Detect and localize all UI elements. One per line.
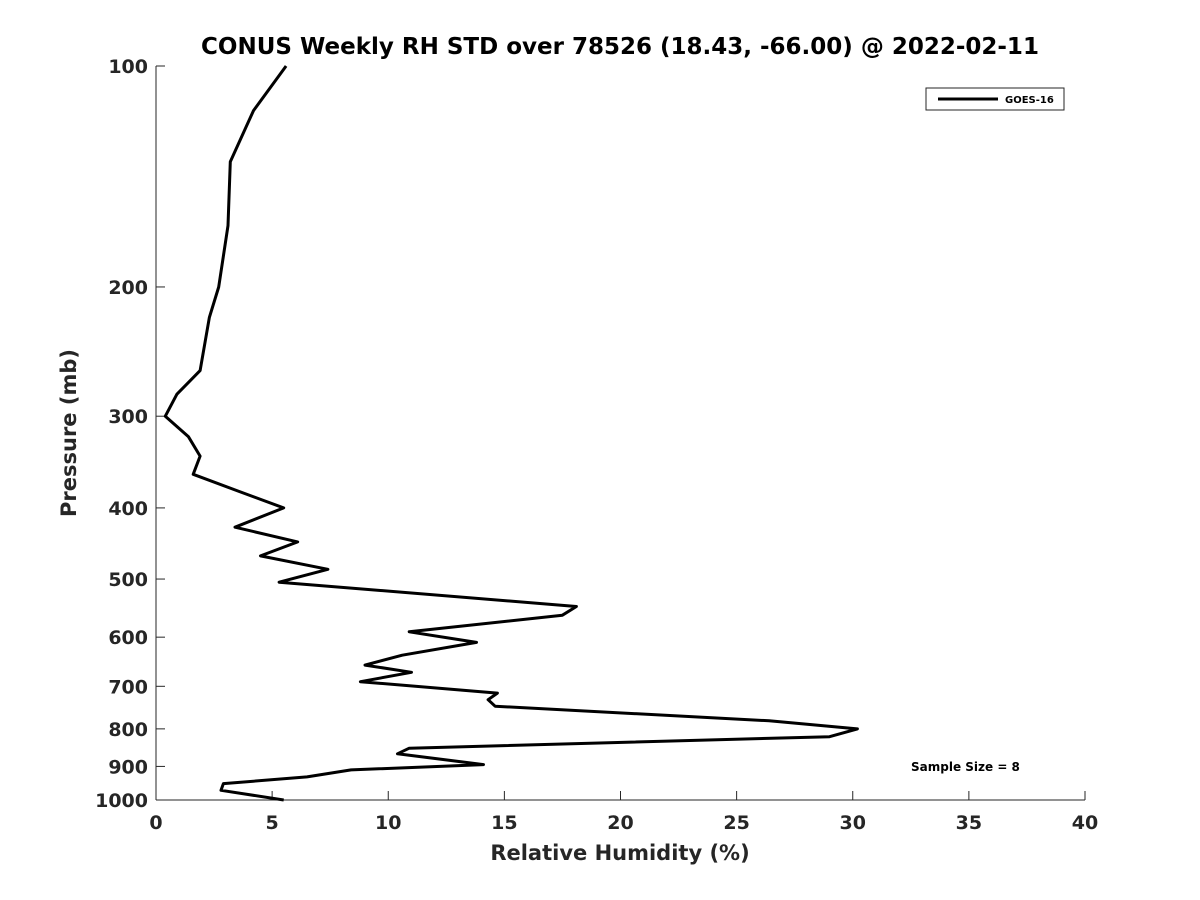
legend-label-goes-16: GOES-16 — [1005, 95, 1054, 106]
legend: GOES-16 — [925, 87, 1065, 111]
x-tick-label: 30 — [840, 812, 866, 834]
x-axis-label: Relative Humidity (%) — [490, 841, 749, 865]
y-tick-label: 700 — [108, 676, 148, 698]
y-tick-label: 200 — [108, 277, 148, 299]
x-tick-label: 0 — [149, 812, 162, 834]
y-axis-label: Pressure (mb) — [57, 349, 81, 517]
x-tick-label: 15 — [491, 812, 517, 834]
x-tick-label: 20 — [607, 812, 633, 834]
x-tick-label: 35 — [956, 812, 982, 834]
y-tick-label: 300 — [108, 406, 148, 428]
y-tick-label: 100 — [108, 56, 148, 78]
x-tick-label: 5 — [266, 812, 279, 834]
series-line-goes-16 — [163, 65, 859, 802]
x-tick-label: 10 — [375, 812, 401, 834]
y-tick-label: 600 — [108, 627, 148, 649]
y-axis-ticks: 100 200 300 400 500 600 700 800 900 1000 — [95, 56, 165, 812]
sample-size-annotation: Sample Size = 8 — [911, 760, 1020, 774]
x-tick-label: 25 — [723, 812, 749, 834]
y-tick-label: 400 — [108, 498, 148, 520]
y-tick-label: 900 — [108, 756, 148, 778]
x-axis-ticks: 0 5 10 15 20 25 30 35 40 — [149, 791, 1098, 834]
y-tick-label: 1000 — [95, 790, 148, 812]
y-tick-label: 500 — [108, 569, 148, 591]
plot-area — [163, 65, 859, 802]
chart-title: CONUS Weekly RH STD over 78526 (18.43, -… — [201, 34, 1039, 60]
x-tick-label: 40 — [1072, 812, 1098, 834]
y-tick-label: 800 — [108, 719, 148, 741]
